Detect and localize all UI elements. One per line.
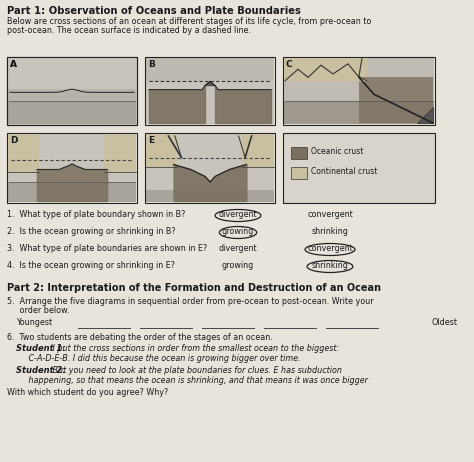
Text: 5.  Arrange the five diagrams in sequential order from pre-ocean to post-ocean. : 5. Arrange the five diagrams in sequenti… [7, 297, 374, 306]
Polygon shape [284, 58, 366, 81]
Text: Student 1:: Student 1: [16, 344, 66, 353]
Text: C-A-D-E-B. I did this because the ocean is growing bigger over time.: C-A-D-E-B. I did this because the ocean … [16, 354, 301, 363]
Bar [7, 133, 137, 203]
Bar [7, 57, 137, 125]
Text: divergent: divergent [219, 210, 257, 219]
Text: But you need to look at the plate boundaries for clues. E has subduction: But you need to look at the plate bounda… [50, 366, 342, 375]
Bar [283, 57, 435, 125]
Text: shrinking: shrinking [311, 261, 348, 270]
Text: order below.: order below. [7, 306, 69, 315]
Text: Part 1: Observation of Oceans and Plate Boundaries: Part 1: Observation of Oceans and Plate … [7, 6, 301, 16]
Text: divergent: divergent [219, 244, 257, 253]
Text: C: C [286, 60, 292, 69]
Bar [8, 134, 136, 202]
Text: convergent: convergent [307, 244, 353, 253]
Bar [146, 134, 274, 202]
Text: E: E [148, 136, 154, 145]
Text: Oldest: Oldest [432, 318, 458, 327]
Bar [8, 58, 136, 124]
Bar [145, 57, 275, 125]
Polygon shape [8, 134, 39, 171]
Bar [146, 190, 274, 202]
Bar [283, 133, 435, 203]
Bar [8, 182, 136, 202]
Polygon shape [417, 107, 433, 123]
Bar [7, 57, 137, 125]
Bar [291, 147, 307, 159]
Text: 6.  Two students are debating the order of the stages of an ocean.: 6. Two students are debating the order o… [7, 333, 273, 342]
Text: A: A [10, 60, 17, 69]
Bar [291, 167, 307, 179]
Bar [284, 58, 434, 124]
Text: I put the cross sections in order from the smallest ocean to the biggest:: I put the cross sections in order from t… [50, 344, 339, 353]
Text: growing: growing [222, 227, 254, 236]
Polygon shape [146, 134, 177, 167]
Text: 2.  Is the ocean growing or shrinking in B?: 2. Is the ocean growing or shrinking in … [7, 227, 176, 236]
Polygon shape [285, 64, 366, 81]
Polygon shape [104, 134, 136, 171]
Text: post-ocean. The ocean surface is indicated by a dashed line.: post-ocean. The ocean surface is indicat… [7, 26, 251, 35]
Text: B: B [148, 60, 155, 69]
Bar [146, 58, 274, 81]
Bar [8, 101, 136, 124]
Text: Student 2:: Student 2: [16, 366, 66, 375]
Bar [284, 101, 434, 124]
Bar [145, 133, 275, 203]
Text: Part 2: Interpretation of the Formation and Destruction of an Ocean: Part 2: Interpretation of the Formation … [7, 283, 381, 293]
Text: Continental crust: Continental crust [311, 167, 377, 176]
Text: convergent: convergent [307, 210, 353, 219]
Text: D: D [10, 136, 18, 145]
Polygon shape [205, 81, 215, 85]
Bar [146, 58, 274, 124]
Text: Oceanic crust: Oceanic crust [311, 147, 364, 156]
Text: Below are cross sections of an ocean at different stages of its life cycle, from: Below are cross sections of an ocean at … [7, 17, 371, 26]
Polygon shape [243, 134, 274, 167]
Text: 1.  What type of plate boundary shown in B?: 1. What type of plate boundary shown in … [7, 210, 185, 219]
Text: Youngest: Youngest [16, 318, 52, 327]
Bar [8, 58, 136, 89]
Text: shrinking: shrinking [311, 227, 348, 236]
Text: 4.  Is the ocean growing or shrinking in E?: 4. Is the ocean growing or shrinking in … [7, 261, 175, 270]
Text: growing: growing [222, 261, 254, 270]
Text: A: A [10, 60, 17, 69]
Polygon shape [359, 78, 433, 123]
Text: happening, so that means the ocean is shrinking, and that means it was once bigg: happening, so that means the ocean is sh… [16, 376, 368, 385]
Text: 3.  What type of plate boundaries are shown in E?: 3. What type of plate boundaries are sho… [7, 244, 207, 253]
Text: With which student do you agree? Why?: With which student do you agree? Why? [7, 388, 168, 397]
